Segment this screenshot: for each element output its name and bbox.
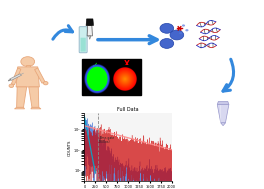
Text: ✓: ✓ [92,60,98,70]
Polygon shape [31,107,41,109]
Text: Time-gate
(300ns): Time-gate (300ns) [99,136,114,144]
Polygon shape [86,19,93,26]
FancyBboxPatch shape [81,38,86,52]
Circle shape [21,57,35,67]
Polygon shape [10,74,21,81]
Circle shape [9,84,14,88]
Polygon shape [17,87,27,107]
Circle shape [179,32,182,34]
Polygon shape [217,101,229,105]
Y-axis label: COUNTS: COUNTS [68,139,72,156]
Text: X: X [124,60,130,70]
Polygon shape [29,87,39,107]
Circle shape [185,29,188,31]
Polygon shape [86,66,108,92]
Circle shape [182,24,185,27]
Polygon shape [217,105,229,123]
Polygon shape [221,123,225,126]
Polygon shape [26,65,30,67]
Polygon shape [15,107,25,109]
Polygon shape [89,36,91,39]
Polygon shape [11,68,21,85]
Title: Full Data: Full Data [117,107,139,112]
Circle shape [43,81,48,85]
Polygon shape [35,68,45,83]
Polygon shape [16,67,39,87]
FancyBboxPatch shape [79,27,87,53]
Circle shape [160,23,174,33]
Circle shape [160,39,174,48]
Polygon shape [82,59,141,95]
Circle shape [170,30,184,40]
Polygon shape [87,26,92,36]
